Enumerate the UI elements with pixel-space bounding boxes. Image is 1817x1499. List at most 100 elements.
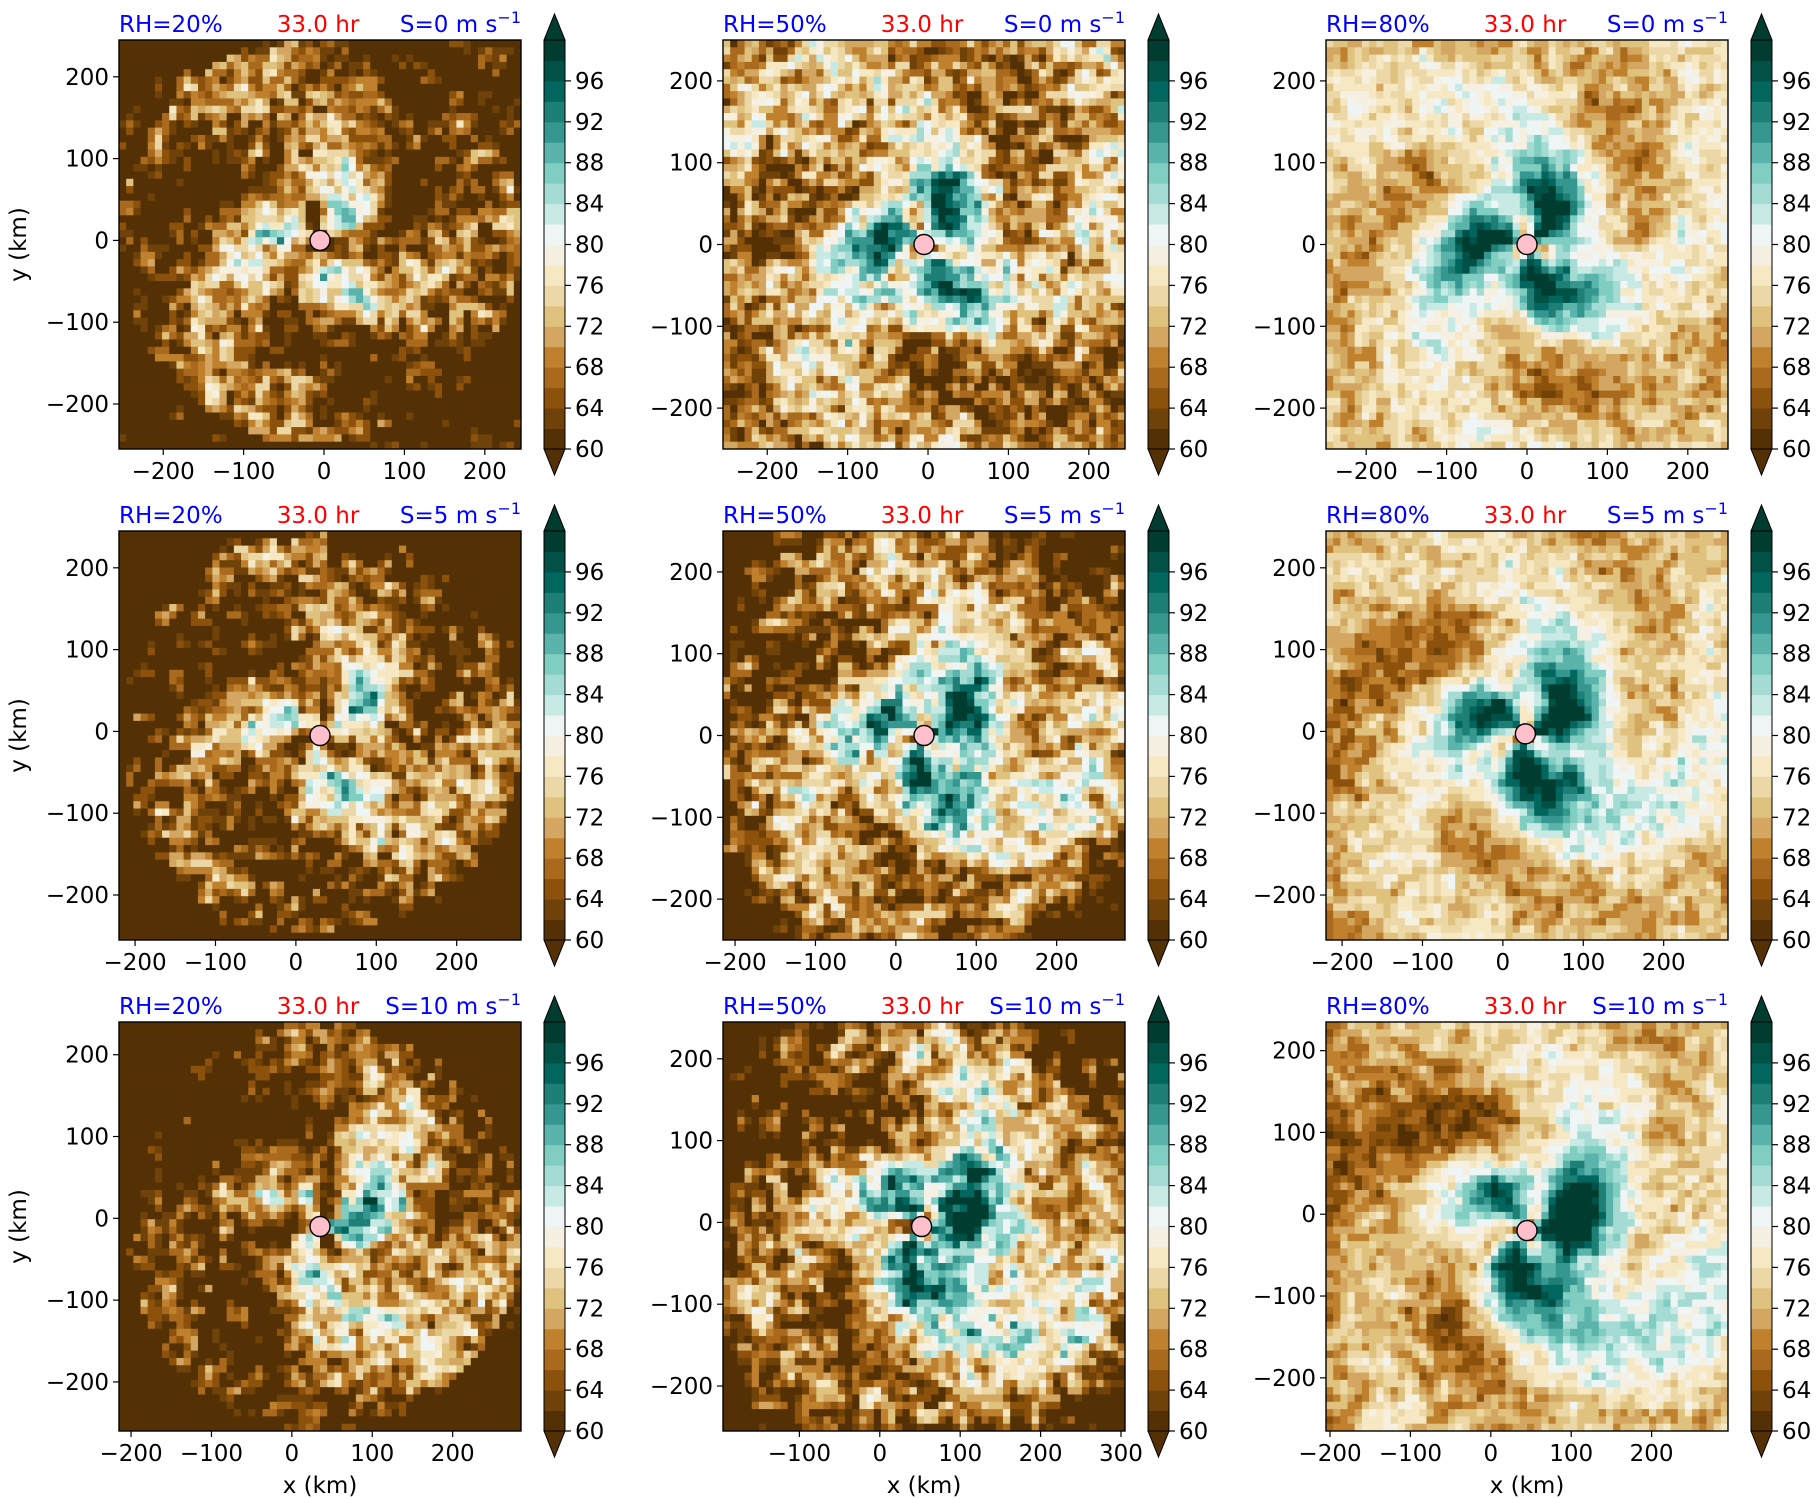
field-cell	[420, 222, 429, 231]
field-cell	[924, 222, 932, 231]
field-cell	[119, 427, 127, 435]
field-cell	[809, 259, 817, 268]
field-cell	[1110, 91, 1119, 100]
field-cell	[413, 171, 422, 180]
field-cell	[384, 317, 393, 326]
field-cell	[880, 134, 889, 143]
field-cell	[176, 368, 185, 377]
field-cell	[241, 281, 249, 289]
field-cell	[233, 302, 242, 311]
field-cell	[959, 61, 968, 70]
field-cell	[291, 207, 300, 216]
field-cell	[384, 397, 393, 406]
field-cell	[845, 83, 853, 92]
field-cell	[169, 40, 178, 48]
field-cell	[305, 390, 314, 399]
field-cell	[931, 200, 939, 209]
field-cell	[348, 120, 357, 129]
field-cell	[924, 200, 932, 209]
field-cell	[816, 186, 825, 194]
field-cell	[456, 317, 465, 326]
field-cell	[212, 134, 221, 143]
field-cell	[888, 61, 896, 70]
field-cell	[880, 83, 889, 92]
field-cell	[952, 200, 961, 209]
field-cell	[470, 237, 479, 246]
field-cell	[773, 207, 782, 216]
field-cell	[427, 419, 436, 428]
field-cell	[888, 127, 896, 136]
field-cell	[398, 193, 407, 202]
field-cell	[341, 368, 350, 377]
field-cell	[470, 222, 479, 231]
field-cell	[845, 149, 853, 158]
field-cell	[233, 83, 242, 92]
field-cell	[391, 317, 400, 326]
field-cell	[1002, 259, 1011, 268]
field-cell	[477, 105, 486, 114]
field-cell	[212, 142, 221, 151]
field-cell	[312, 383, 321, 392]
field-cell	[348, 310, 357, 319]
colorbar-tick-label: 88	[575, 151, 604, 177]
field-cell	[1060, 69, 1069, 78]
field-cell	[276, 142, 285, 151]
field-cell	[1046, 69, 1054, 78]
field-cell	[1110, 76, 1119, 85]
field-cell	[398, 332, 407, 341]
field-cell	[305, 61, 314, 70]
field-cell	[248, 200, 256, 209]
field-cell	[363, 273, 371, 282]
field-cell	[751, 215, 760, 224]
field-cell	[1024, 91, 1033, 100]
field-cell	[334, 207, 343, 216]
field-cell	[492, 40, 501, 48]
field-cell	[1060, 237, 1069, 246]
field-cell	[931, 164, 939, 173]
field-cell	[205, 54, 213, 63]
field-cell	[169, 346, 178, 355]
field-cell	[434, 229, 443, 238]
field-cell	[1117, 215, 1125, 224]
field-cell	[255, 317, 264, 326]
field-cell	[255, 113, 264, 121]
field-cell	[269, 390, 278, 399]
field-cell	[888, 222, 896, 231]
field-cell	[348, 266, 357, 275]
field-cell	[442, 368, 450, 377]
field-cell	[434, 222, 443, 231]
field-cell	[334, 427, 343, 435]
field-cell	[391, 113, 400, 121]
field-cell	[967, 156, 975, 165]
field-cell	[162, 310, 170, 319]
field-cell	[248, 266, 256, 275]
field-cell	[1074, 83, 1083, 92]
field-cell	[140, 120, 149, 129]
field-cell	[126, 164, 134, 173]
field-cell	[147, 412, 156, 421]
field-cell	[470, 47, 479, 56]
field-cell	[809, 237, 817, 246]
field-cell	[197, 98, 206, 107]
field-cell	[126, 120, 134, 129]
field-cell	[305, 54, 314, 63]
field-cell	[205, 405, 213, 414]
field-cell	[363, 186, 371, 194]
field-cell	[190, 186, 199, 194]
field-cell	[413, 105, 422, 114]
field-cell	[499, 134, 508, 143]
field-cell	[305, 83, 314, 92]
field-cell	[895, 76, 904, 85]
field-cell	[269, 419, 278, 428]
field-cell	[477, 83, 486, 92]
field-cell	[895, 149, 904, 158]
field-cell	[449, 186, 457, 194]
field-cell	[492, 244, 501, 253]
field-cell	[449, 288, 457, 297]
field-cell	[219, 295, 228, 304]
field-cell	[413, 222, 422, 231]
field-cell	[269, 339, 278, 348]
field-cell	[981, 164, 990, 173]
field-cell	[988, 229, 997, 238]
field-cell	[341, 412, 350, 421]
